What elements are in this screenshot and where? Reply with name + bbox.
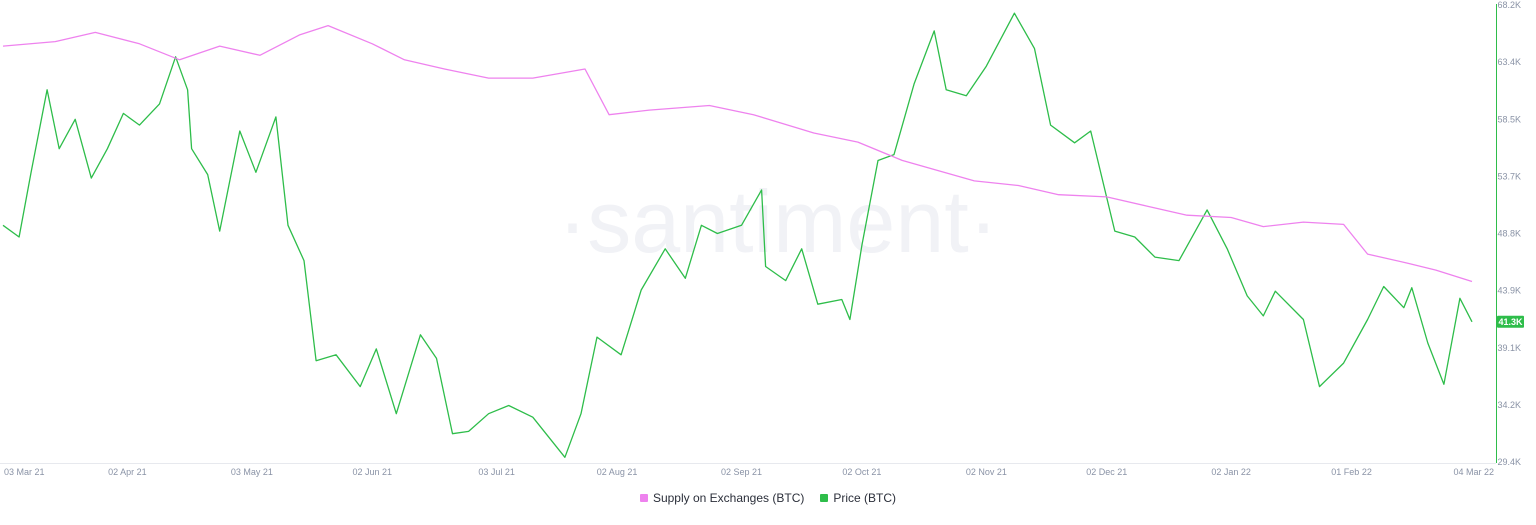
x-tick-label: 02 Apr 21 (108, 467, 147, 477)
y-tick-label: 68.2K (1497, 0, 1521, 10)
legend: Supply on Exchanges (BTC) Price (BTC) (0, 491, 1536, 505)
y-tick-label: 58.5K (1497, 114, 1521, 124)
series-layer (2, 12, 1473, 458)
y-tick-label: 34.2K (1497, 400, 1521, 410)
x-tick-label: 02 Oct 21 (842, 467, 881, 477)
x-tick-label: 01 Feb 22 (1331, 467, 1372, 477)
legend-item-supply[interactable]: Supply on Exchanges (BTC) (639, 491, 805, 505)
legend-swatch-supply (639, 494, 648, 502)
series-line-price (2, 12, 1473, 458)
y-tick-label: 39.1K (1497, 343, 1521, 353)
x-tick-label: 02 Aug 21 (597, 467, 638, 477)
y-tick-label: 48.8K (1497, 229, 1521, 239)
y-axis-ticks: 68.2K 63.4K 58.5K 53.7K 48.8K 43.9K 39.1K 34.2K… (1497, 0, 1521, 467)
current-price-label: 41.3K (1498, 317, 1523, 327)
legend-label-supply: Supply on Exchanges (BTC) (652, 491, 805, 505)
y-tick-label: 53.7K (1497, 171, 1521, 181)
x-tick-label: 02 Nov 21 (966, 467, 1007, 477)
legend-label-price: Price (BTC) (833, 491, 897, 505)
y-tick-label: 63.4K (1497, 57, 1521, 67)
watermark: ·santiment· (558, 172, 998, 271)
current-price-tag: 41.3K (1497, 315, 1524, 328)
x-tick-label: 03 May 21 (231, 467, 273, 477)
x-tick-label: 03 Jul 21 (478, 467, 515, 477)
x-tick-label: 02 Dec 21 (1086, 467, 1127, 477)
x-tick-label: 02 Jan 22 (1211, 467, 1251, 477)
x-tick-label: 04 Mar 22 (1453, 467, 1494, 477)
x-tick-label: 03 Mar 21 (4, 467, 45, 477)
current-price-tag-bg (1497, 315, 1524, 328)
legend-swatch-price (820, 494, 829, 502)
x-tick-label: 02 Sep 21 (721, 467, 762, 477)
legend-item-price[interactable]: Price (BTC) (820, 491, 896, 505)
x-tick-label: 02 Jun 21 (352, 467, 392, 477)
x-axis-ticks: 03 Mar 21 02 Apr 21 03 May 21 02 Jun 21 03 J… (4, 467, 1494, 477)
y-tick-label: 43.9K (1497, 286, 1521, 296)
series-line-supply (2, 24, 1473, 283)
y-tick-label: 29.4K (1497, 457, 1521, 467)
